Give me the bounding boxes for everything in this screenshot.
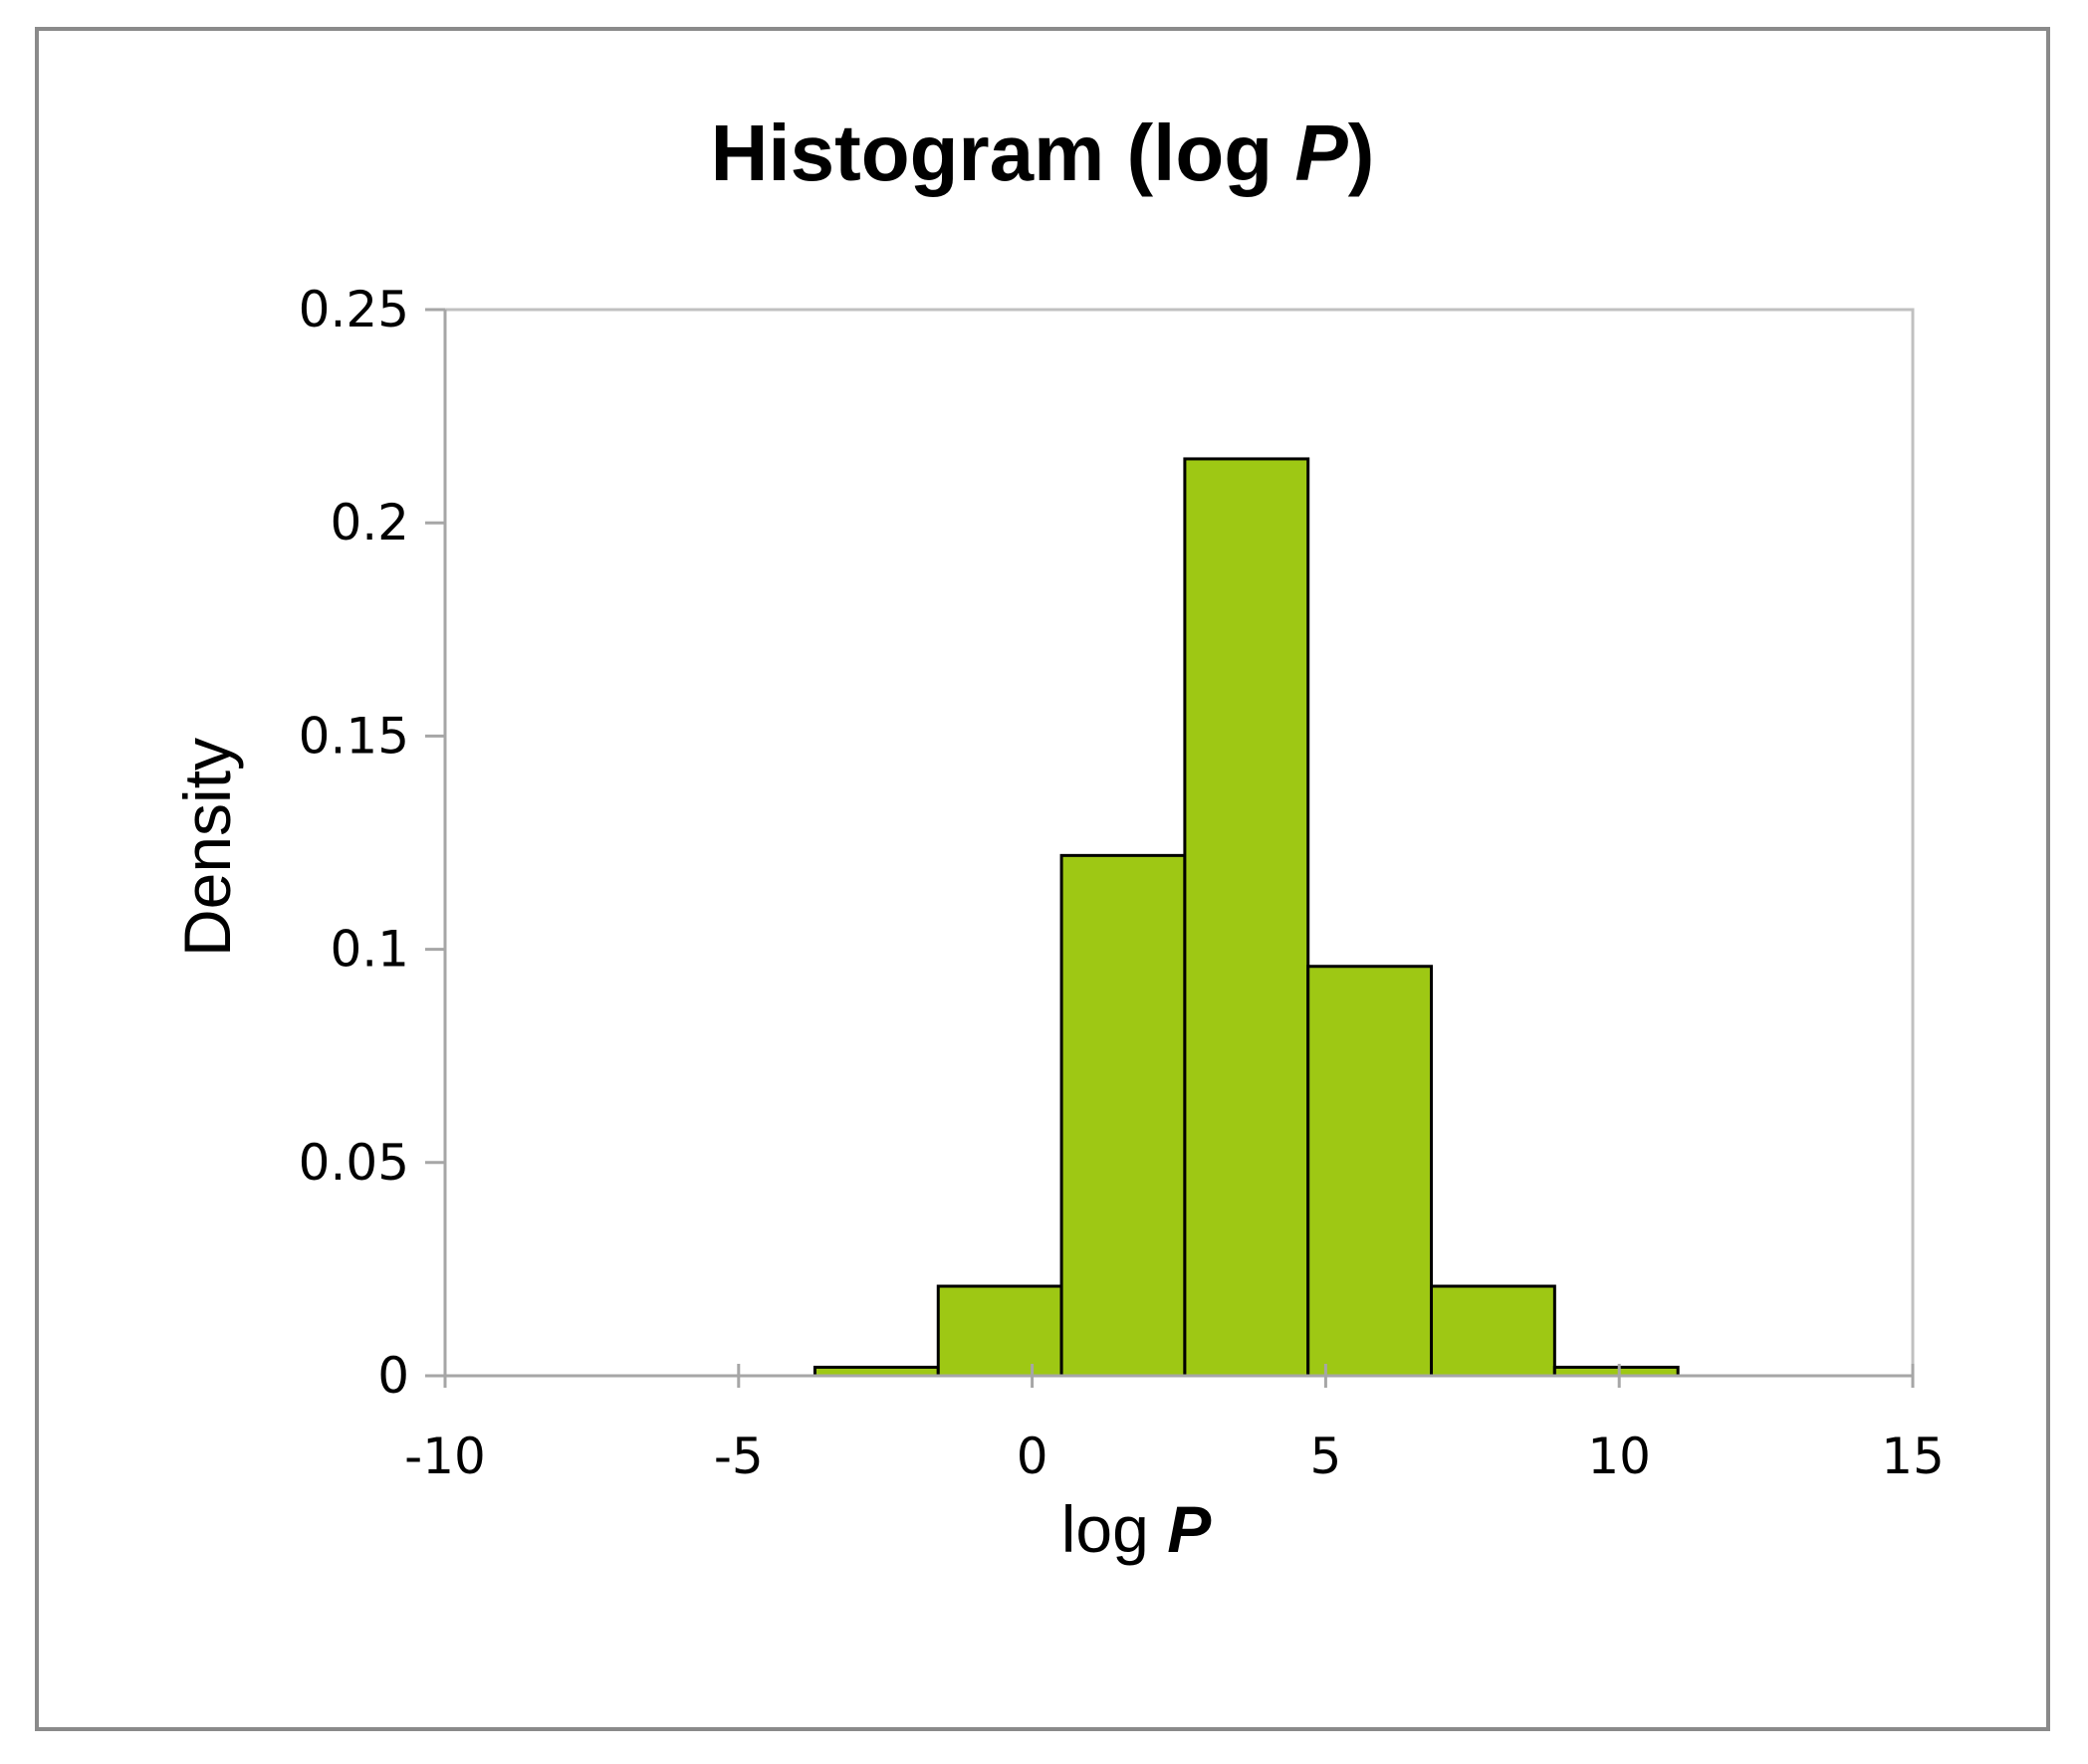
x-tick-label: 5 xyxy=(1309,1428,1341,1485)
chart-frame: Histogram (log P) -10 -5 0 5 10 15 0 0.05 0.1 0.1… xyxy=(35,27,2050,1731)
chart-title-main: Histogram (log xyxy=(711,109,1295,197)
y-tick-label: 0.05 xyxy=(299,1134,409,1192)
y-tick-label: 0.2 xyxy=(330,494,409,551)
ticks-layer: -10 -5 0 5 10 15 0 0.05 0.1 0.15 0.2 0.25 xyxy=(299,281,1945,1485)
y-tick-label: 0.15 xyxy=(299,707,409,765)
chart-title-close: ) xyxy=(1348,109,1375,197)
axes-layer xyxy=(443,310,1913,1378)
x-tick-label: 15 xyxy=(1881,1428,1945,1485)
histogram-bar xyxy=(1430,1284,1556,1378)
x-axis-title-var: P xyxy=(1167,1492,1212,1566)
bars-layer xyxy=(812,457,1680,1378)
chart-title-italic: P xyxy=(1294,109,1348,197)
histogram-chart: Histogram (log P) -10 -5 0 5 10 15 0 0.05 0.1 0.1… xyxy=(170,109,1945,1566)
histogram-bar xyxy=(936,1284,1063,1378)
x-tick-label: -10 xyxy=(404,1428,486,1485)
chart-title: Histogram (log P) xyxy=(711,109,1375,197)
y-tick-label: 0.1 xyxy=(330,921,409,979)
x-tick-label: 10 xyxy=(1587,1428,1651,1485)
y-axis-title: Density xyxy=(170,738,244,957)
histogram-bar xyxy=(1183,457,1310,1378)
histogram-bar xyxy=(1306,965,1434,1378)
y-tick-label: 0.25 xyxy=(299,281,409,338)
x-axis-title: log P xyxy=(1061,1492,1212,1566)
x-tick-label: -5 xyxy=(714,1428,764,1485)
y-tick-label: 0 xyxy=(377,1347,409,1405)
x-tick-label: 0 xyxy=(1017,1428,1048,1485)
histogram-bar xyxy=(1059,853,1187,1378)
x-axis-title-main: log xyxy=(1061,1492,1167,1566)
